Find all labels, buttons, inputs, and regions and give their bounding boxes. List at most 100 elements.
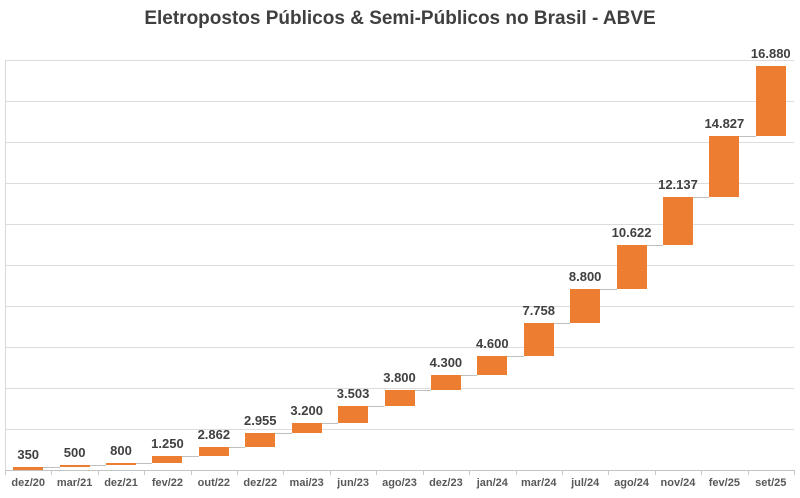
gridline xyxy=(5,59,794,61)
connector-line xyxy=(182,456,199,457)
x-axis-label: out/22 xyxy=(197,477,231,489)
x-axis-label: fev/25 xyxy=(708,477,740,489)
bar-value-label: 500 xyxy=(63,445,86,460)
axis-tick-mark xyxy=(654,470,656,475)
x-axis-label: dez/20 xyxy=(11,477,46,489)
gridline xyxy=(5,100,794,102)
waterfall-bar xyxy=(616,245,647,289)
waterfall-bar xyxy=(523,323,554,356)
axis-tick-mark xyxy=(190,470,192,475)
waterfall-bar xyxy=(477,356,508,375)
axis-tick-mark xyxy=(515,470,517,475)
waterfall-bar xyxy=(384,390,415,406)
connector-line xyxy=(228,447,246,448)
connector-line xyxy=(89,465,107,466)
axis-tick-mark xyxy=(794,470,795,475)
bar-value-label: 1.250 xyxy=(151,436,184,451)
connector-line xyxy=(136,463,153,464)
bar-value-label: 3.800 xyxy=(383,370,416,385)
gridline xyxy=(5,223,794,225)
x-axis-label: nov/24 xyxy=(660,477,696,489)
x-axis-label: mai/23 xyxy=(289,477,324,489)
bar-value-label: 7.758 xyxy=(522,303,556,318)
axis-tick-mark xyxy=(97,470,99,475)
bar-value-label: 2.955 xyxy=(243,413,277,428)
bar-value-label: 14.827 xyxy=(704,116,745,131)
connector-line xyxy=(460,375,478,376)
connector-line xyxy=(368,406,385,407)
x-axis-label: jun/23 xyxy=(337,477,369,489)
x-axis-line xyxy=(5,470,794,471)
axis-tick-mark xyxy=(283,470,285,475)
bar-value-label: 3.503 xyxy=(336,386,370,401)
x-axis-label: jul/24 xyxy=(571,477,600,489)
connector-line xyxy=(275,433,292,434)
x-axis-label: fev/22 xyxy=(151,477,184,489)
connector-line xyxy=(646,245,663,246)
bar-value-label: 12.137 xyxy=(658,177,698,192)
axis-tick-mark xyxy=(376,470,378,475)
connector-line xyxy=(739,136,756,137)
bar-value-label: 10.622 xyxy=(611,225,652,240)
connector-line xyxy=(507,356,524,357)
waterfall-bar xyxy=(245,433,276,447)
axis-tick-mark xyxy=(144,470,146,475)
connector-line xyxy=(414,390,431,391)
x-axis-label: ago/24 xyxy=(614,477,649,489)
connector-line xyxy=(553,323,571,324)
gridline xyxy=(5,428,794,430)
connector-line xyxy=(43,467,60,468)
axis-tick-mark xyxy=(51,470,53,475)
axis-tick-mark xyxy=(608,470,610,475)
axis-tick-mark xyxy=(237,470,239,475)
gridline xyxy=(5,141,794,143)
x-axis-label: dez/21 xyxy=(104,477,138,489)
connector-line xyxy=(321,423,339,424)
connector-line xyxy=(600,289,617,290)
x-axis-label: mar/21 xyxy=(56,477,93,489)
axis-tick-mark xyxy=(422,470,424,475)
bar-value-label: 8.800 xyxy=(568,269,602,284)
gridline xyxy=(5,346,794,348)
axis-tick-mark xyxy=(329,470,331,475)
x-axis-label: mar/24 xyxy=(520,477,557,489)
x-axis-label: jan/24 xyxy=(476,477,508,489)
bar-value-label: 3.200 xyxy=(290,403,323,418)
x-axis-label: dez/23 xyxy=(429,477,463,489)
axis-tick-mark xyxy=(561,470,563,475)
waterfall-bar xyxy=(338,406,369,423)
bar-value-label: 2.862 xyxy=(197,427,231,442)
waterfall-bar xyxy=(291,423,322,433)
chart-title: Eletropostos Públicos & Semi-Públicos no… xyxy=(144,8,656,29)
axis-tick-mark xyxy=(5,470,6,475)
gridline xyxy=(5,387,794,389)
bar-value-label: 350 xyxy=(17,447,40,462)
waterfall-bar xyxy=(662,197,693,245)
x-axis-label: ago/23 xyxy=(382,477,417,489)
x-axis-label: dez/22 xyxy=(243,477,278,489)
connector-line xyxy=(692,197,710,198)
gridline xyxy=(5,182,794,184)
y-axis-line xyxy=(5,59,6,470)
bar-value-label: 4.600 xyxy=(476,336,509,351)
waterfall-bar xyxy=(570,289,601,323)
axis-tick-mark xyxy=(469,470,471,475)
waterfall-bar xyxy=(755,66,786,136)
gridline xyxy=(5,305,794,307)
bar-value-label: 4.300 xyxy=(429,355,463,370)
axis-tick-mark xyxy=(701,470,703,475)
waterfall-bar xyxy=(59,465,90,467)
waterfall-bar xyxy=(430,375,461,390)
waterfall-bar xyxy=(13,467,44,470)
bar-value-label: 16.880 xyxy=(750,46,791,61)
x-axis-label: set/25 xyxy=(755,477,787,489)
gridline xyxy=(5,264,794,266)
axis-tick-mark xyxy=(747,470,749,475)
waterfall-bar xyxy=(106,463,137,465)
waterfall-bar xyxy=(198,447,229,456)
waterfall-bar xyxy=(709,136,740,197)
waterfall-bar xyxy=(152,456,183,463)
bar-value-label: 800 xyxy=(110,443,132,458)
